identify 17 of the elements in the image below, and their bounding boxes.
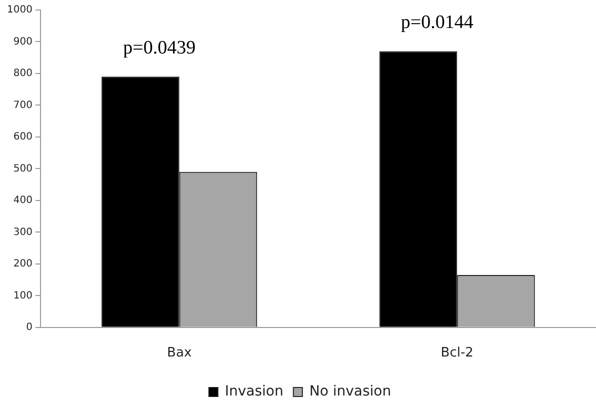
y-tick-label: 200 [13,258,32,270]
legend-label: Invasion [224,384,284,400]
y-tick-label: 900 [13,36,32,48]
y-tick-label: 400 [13,195,32,206]
y-tick-label: 500 [13,163,32,174]
annotation: p=0.0439 [123,38,196,59]
annotation: p=0.0144 [400,12,474,34]
y-tick-label: 700 [13,100,32,111]
x-tick-label: Bax [167,346,192,361]
y-tick-label: 0 [26,322,32,333]
y-tick-label: 1000 [6,4,32,16]
y-tick-label: 100 [13,290,32,302]
y-tick-label: 600 [13,132,32,143]
x-tick-label: Bcl-2 [440,346,474,361]
y-tick-label: 300 [13,226,32,238]
y-tick-label: 800 [13,68,32,80]
legend-label: No invasion [309,384,392,400]
